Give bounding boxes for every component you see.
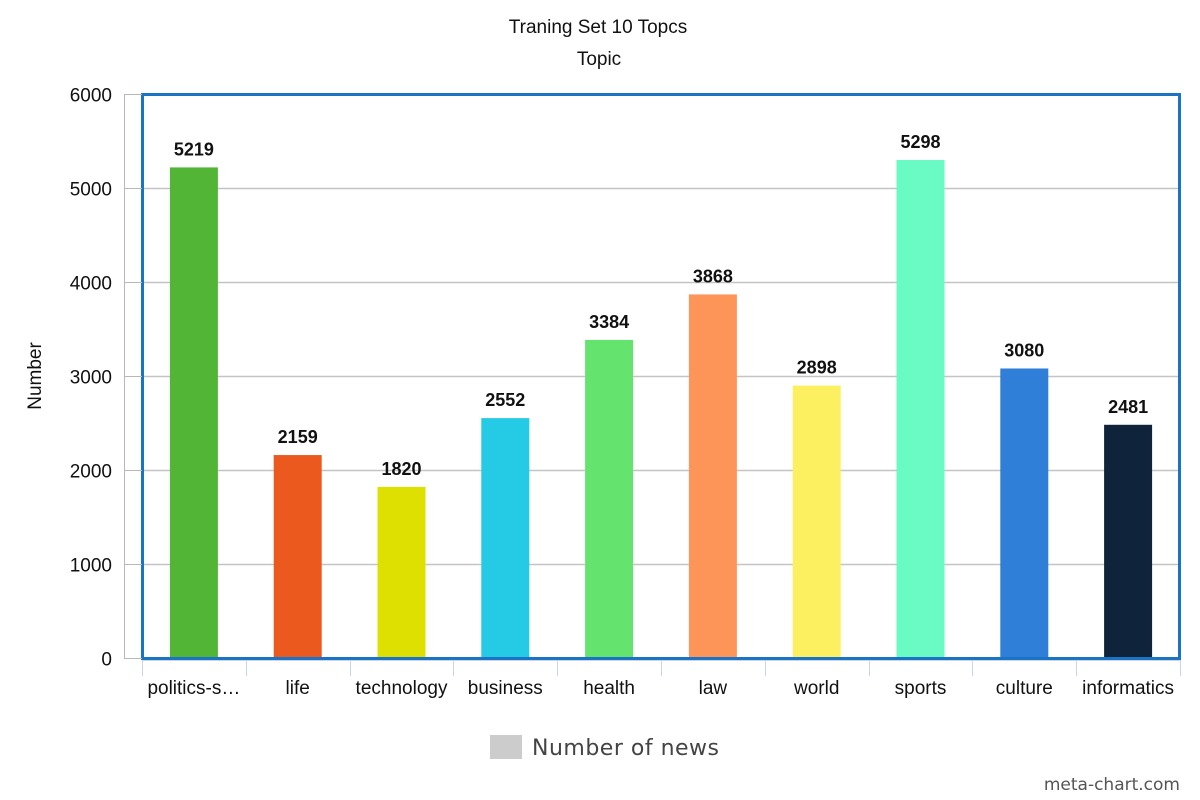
bar[interactable]	[896, 159, 945, 657]
x-tick-label: politics-s…	[147, 678, 240, 699]
y-tick-label: 4000	[70, 274, 112, 295]
x-tick-label: life	[286, 678, 310, 699]
legend-label: Number of news	[532, 736, 720, 761]
x-tick-label: business	[468, 678, 543, 699]
bar[interactable]	[1000, 368, 1049, 657]
y-tick-label: 1000	[70, 556, 112, 577]
data-label: 3080	[1004, 340, 1044, 360]
bar[interactable]	[792, 385, 841, 657]
chart-title: Traning Set 10 Topcs	[509, 17, 688, 38]
bar[interactable]	[1104, 424, 1153, 657]
data-label: 2898	[797, 358, 837, 378]
plot-frame	[141, 93, 1181, 660]
data-label: 2481	[1108, 397, 1148, 417]
bar[interactable]	[585, 339, 634, 657]
y-axis: 0 1000 2000 3000 4000 5000 6000	[70, 86, 142, 671]
x-tick-label: technology	[356, 678, 448, 699]
data-label: 2552	[485, 390, 525, 410]
y-tick-label: 2000	[70, 462, 112, 483]
y-tick-label: 6000	[70, 86, 112, 107]
x-tick-label: sports	[895, 678, 947, 699]
data-labels: 5219 2159 1820 2552 3384 3868 2898 5298 3080 2481	[174, 132, 1148, 479]
bar[interactable]	[377, 486, 426, 657]
x-tick-label: culture	[996, 678, 1053, 699]
data-label: 3384	[589, 312, 629, 332]
data-label: 5298	[900, 132, 940, 152]
credit-text[interactable]: meta-chart.com	[1044, 775, 1180, 795]
y-tick-label: 3000	[70, 368, 112, 389]
y-tick-label: 5000	[70, 180, 112, 201]
x-tick-label: informatics	[1082, 678, 1174, 699]
bars	[169, 159, 1153, 657]
data-label: 5219	[174, 139, 214, 159]
y-tick-label: 0	[101, 650, 112, 671]
bar[interactable]	[481, 418, 530, 657]
x-axis: politics-s… life technology business health l…	[142, 660, 1181, 699]
bar[interactable]	[169, 167, 218, 657]
data-label: 1820	[381, 459, 421, 479]
bar[interactable]	[273, 455, 322, 657]
x-tick-label: health	[583, 678, 635, 699]
legend-swatch	[490, 735, 522, 759]
x-tick-label: world	[793, 678, 839, 699]
data-label: 3868	[693, 266, 733, 286]
x-tick-label: law	[699, 678, 728, 699]
data-label: 2159	[278, 427, 318, 447]
legend[interactable]: Number of news	[490, 735, 720, 761]
x-axis-title: Topic	[577, 49, 621, 70]
y-axis-title: Number	[25, 342, 46, 410]
bar[interactable]	[688, 294, 737, 657]
